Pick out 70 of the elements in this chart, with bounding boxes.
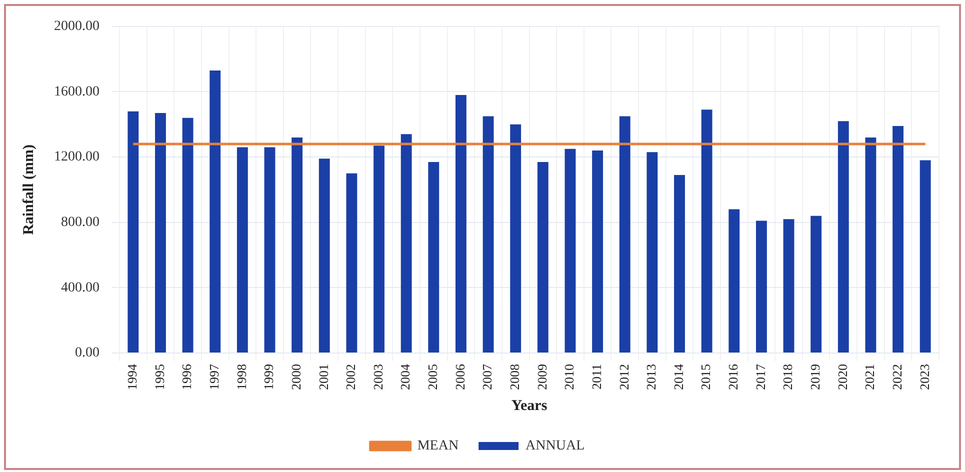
y-axis-title: Rainfall (mm) bbox=[20, 144, 37, 235]
y-tick-label: 0.00 bbox=[75, 346, 100, 361]
x-tick-label: 1997 bbox=[206, 364, 222, 390]
x-tick-label: 1999 bbox=[261, 364, 276, 390]
bar bbox=[236, 147, 248, 352]
x-tick-label: 2014 bbox=[670, 364, 686, 390]
x-tick-label: 2011 bbox=[588, 364, 604, 390]
bar bbox=[428, 162, 440, 352]
x-tick-label: 1994 bbox=[124, 364, 140, 390]
x-tick-label: 2021 bbox=[862, 364, 878, 390]
x-tick-label: 2013 bbox=[644, 364, 659, 390]
bar bbox=[318, 158, 330, 352]
x-tick-label: 1995 bbox=[152, 364, 167, 390]
x-tick-label: 2010 bbox=[562, 364, 577, 390]
x-tick-label: 2003 bbox=[370, 364, 386, 390]
bar bbox=[646, 152, 658, 352]
y-tick-label: 1600.00 bbox=[54, 84, 100, 100]
bar bbox=[564, 148, 576, 352]
bar bbox=[865, 137, 876, 352]
y-tick-label: 400.00 bbox=[61, 280, 100, 296]
bar bbox=[292, 137, 303, 352]
bar bbox=[619, 116, 630, 352]
bar bbox=[783, 219, 794, 352]
x-tick-label: 2007 bbox=[480, 364, 495, 390]
bar bbox=[701, 110, 712, 352]
legend-label: ANNUAL bbox=[526, 438, 585, 454]
bar bbox=[182, 118, 194, 352]
x-tick-label: 1998 bbox=[234, 364, 249, 390]
x-tick-label: 2001 bbox=[316, 364, 331, 390]
bar bbox=[346, 173, 358, 352]
bar bbox=[155, 112, 166, 352]
x-tick-label: 2009 bbox=[534, 364, 550, 390]
y-tick-label: 800.00 bbox=[61, 215, 100, 230]
x-tick-label: 2017 bbox=[752, 364, 768, 390]
bar bbox=[537, 162, 548, 352]
x-tick-label: 2005 bbox=[425, 364, 440, 390]
bar bbox=[374, 146, 384, 352]
x-tick-label: 2022 bbox=[889, 364, 904, 390]
bar bbox=[510, 124, 522, 352]
bar bbox=[756, 220, 767, 352]
legend-label: MEAN bbox=[417, 438, 459, 454]
bar bbox=[592, 150, 604, 352]
x-axis-title: Years bbox=[511, 398, 548, 414]
bar bbox=[892, 126, 904, 352]
bar bbox=[920, 160, 931, 352]
y-tick-label: 1200.00 bbox=[54, 150, 100, 165]
bar bbox=[674, 175, 685, 352]
x-tick-label: 2004 bbox=[398, 364, 413, 390]
x-tick-label: 2000 bbox=[288, 364, 304, 390]
bar bbox=[728, 209, 740, 352]
bar bbox=[455, 94, 466, 352]
bar bbox=[400, 134, 412, 352]
x-tick-label: 1996 bbox=[179, 364, 194, 390]
bar bbox=[128, 111, 139, 352]
x-tick-label: 2023 bbox=[916, 364, 932, 390]
x-tick-label: 2002 bbox=[343, 364, 358, 390]
x-tick-label: 2020 bbox=[834, 364, 850, 390]
x-tick-label: 2016 bbox=[726, 364, 741, 390]
bar bbox=[482, 116, 494, 352]
x-tick-label: 2015 bbox=[698, 364, 714, 390]
y-tick-label: 2000.00 bbox=[54, 19, 100, 34]
bar bbox=[210, 70, 221, 352]
x-tick-label: 2019 bbox=[807, 364, 822, 390]
x-tick-label: 2008 bbox=[507, 364, 522, 390]
bar bbox=[264, 147, 276, 352]
bar bbox=[838, 121, 849, 352]
x-tick-label: 2018 bbox=[780, 364, 796, 390]
x-tick-label: 2012 bbox=[616, 364, 632, 390]
bar bbox=[810, 216, 822, 352]
x-tick-label: 2006 bbox=[452, 364, 468, 390]
